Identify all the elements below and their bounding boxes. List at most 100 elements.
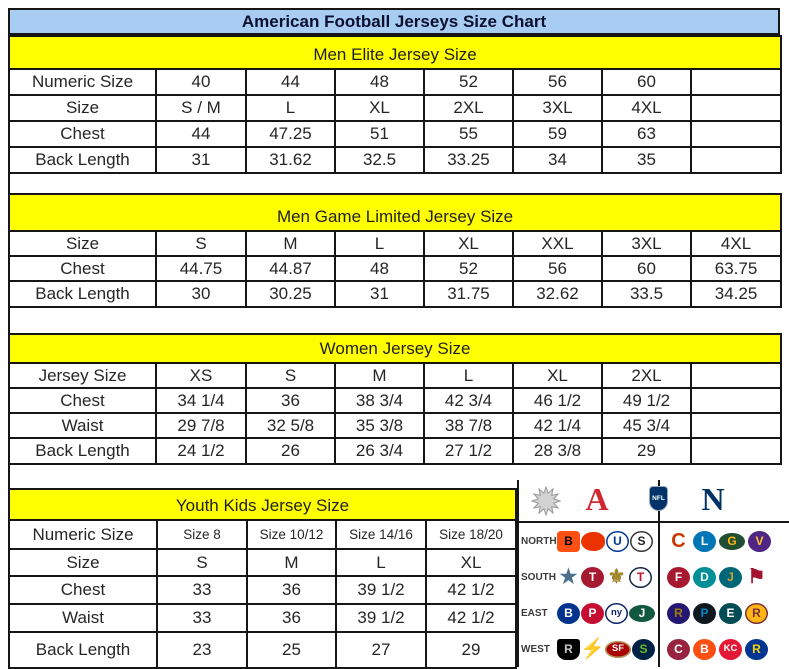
- cell-value: 44.75: [155, 255, 247, 282]
- saints-logo-icon: ⚜: [607, 566, 626, 588]
- cell-value: 60: [601, 255, 692, 282]
- cell-value: 35 3/8: [334, 412, 425, 439]
- cell-value: 59: [512, 120, 603, 148]
- women-size-table: Women Jersey Size Jersey Size XS S M L XL 2XL Ch…: [7, 333, 783, 465]
- cell-value: 3XL: [512, 94, 603, 122]
- cell-value: M: [246, 548, 337, 577]
- cell-value: S: [156, 548, 248, 577]
- row-label: Back Length: [8, 437, 157, 465]
- cell-value: 48: [334, 255, 425, 282]
- seahawks-logo-icon: S: [632, 638, 655, 660]
- row-label: Chest: [8, 387, 157, 414]
- cell-value: 2XL: [423, 94, 514, 122]
- cell-value: [689, 146, 783, 174]
- broncos-logo-icon: B: [693, 638, 716, 660]
- row-label: Numeric Size: [8, 519, 158, 550]
- cell-value: 45 3/4: [601, 412, 692, 439]
- cell-value: 56: [512, 255, 603, 282]
- cell-value: 27 1/2: [423, 437, 514, 465]
- chargers-logo-icon: ⚡: [580, 638, 605, 660]
- row-label: Size: [8, 230, 157, 257]
- cardinals-logo-icon: C: [667, 638, 690, 660]
- cell-value: [689, 68, 783, 96]
- cell-value: S: [245, 362, 336, 389]
- nfc-logo-icon: N: [701, 481, 725, 517]
- cell-value: L: [335, 548, 427, 577]
- division-row-south: SOUTH ★ T ⚜ T F D J ⚑: [519, 559, 789, 595]
- women-grid: Women Jersey Size Jersey Size XS S M L XL 2XL Ch…: [7, 333, 783, 465]
- table-row: Back Length 31 31.62 32.5 33.25 34 35: [8, 146, 783, 174]
- men-game-limited-section-header: Men Game Limited Jersey Size: [7, 193, 783, 232]
- cell-value: 31.62: [245, 146, 336, 174]
- colts-logo-icon: U: [606, 530, 629, 552]
- cell-value: 42 1/4: [512, 412, 603, 439]
- cell-value: 38 7/8: [423, 412, 514, 439]
- cell-value: XXL: [512, 230, 603, 257]
- cell-value: 63.75: [689, 255, 783, 282]
- cell-value: 55: [423, 120, 514, 148]
- men-elite-section-header: Men Elite Jersey Size: [7, 35, 783, 70]
- bengals-logo-icon: B: [557, 530, 580, 552]
- division-label: EAST: [521, 607, 548, 619]
- division-label: SOUTH: [521, 571, 556, 583]
- cell-value: 31: [155, 146, 247, 174]
- row-label: Numeric Size: [8, 68, 157, 96]
- cell-value: 38 3/4: [334, 387, 425, 414]
- afc-west-logos: R ⚡ SF S: [557, 638, 657, 660]
- cell-value: 52: [423, 255, 514, 282]
- raiders-logo-icon: R: [557, 638, 580, 660]
- row-label: Size: [8, 94, 157, 122]
- cell-value: L: [334, 230, 425, 257]
- cell-value: 2XL: [601, 362, 692, 389]
- vikings-logo-icon: V: [748, 530, 771, 552]
- cell-value: 48: [334, 68, 425, 96]
- table-row: Waist 29 7/8 32 5/8 35 3/8 38 7/8 42 1/4 45 3/…: [8, 412, 783, 439]
- cell-value: 29: [601, 437, 692, 465]
- page-title: American Football Jerseys Size Chart: [8, 8, 780, 35]
- cell-value: M: [334, 362, 425, 389]
- cell-value: XL: [424, 548, 518, 577]
- division-label: NORTH: [521, 535, 557, 547]
- cell-value: [689, 387, 783, 414]
- cell-value: 4XL: [601, 94, 692, 122]
- cell-value: [689, 437, 783, 465]
- 49ers-logo-icon: SF: [605, 640, 631, 658]
- jets-logo-icon: J: [629, 604, 655, 622]
- row-label: Size: [8, 548, 158, 577]
- cell-value: 44.87: [245, 255, 336, 282]
- women-section-header: Women Jersey Size: [7, 333, 783, 364]
- cell-value: 30.25: [245, 280, 336, 308]
- cell-value: 33.5: [601, 280, 692, 308]
- browns-logo-icon: [581, 531, 605, 551]
- row-label: Chest: [8, 255, 157, 282]
- cell-value: 3XL: [601, 230, 692, 257]
- youth-kids-section-header: Youth Kids Jersey Size: [7, 488, 518, 521]
- cell-value: Size 14/16: [335, 519, 427, 550]
- row-label: Back Length: [8, 146, 157, 174]
- cell-value: Size 10/12: [246, 519, 337, 550]
- falcons-logo-icon: F: [667, 566, 690, 588]
- cell-value: 29 7/8: [155, 412, 247, 439]
- bills-logo-icon: B: [557, 602, 580, 624]
- division-row-north: NORTH B U S C L G V: [519, 523, 789, 559]
- cell-value: 44: [155, 120, 247, 148]
- dolphins-logo-icon: D: [693, 566, 716, 588]
- cell-value: 49 1/2: [601, 387, 692, 414]
- cell-value: 36: [246, 575, 337, 605]
- cell-value: 46 1/2: [512, 387, 603, 414]
- cell-value: M: [245, 230, 336, 257]
- table-row: Size S M L XL: [8, 548, 518, 577]
- youth-kids-grid: Youth Kids Jersey Size Numeric Size Size 8…: [7, 488, 518, 669]
- ravens-logo-icon: R: [667, 602, 690, 624]
- cell-value: 30: [155, 280, 247, 308]
- row-label: Back Length: [8, 631, 158, 669]
- cell-value: 31: [334, 280, 425, 308]
- afc-logo-icon: A: [585, 481, 609, 517]
- cell-value: Size 8: [156, 519, 248, 550]
- youth-kids-size-table: Youth Kids Jersey Size Numeric Size Size 8…: [7, 488, 518, 669]
- cell-value: XL: [334, 94, 425, 122]
